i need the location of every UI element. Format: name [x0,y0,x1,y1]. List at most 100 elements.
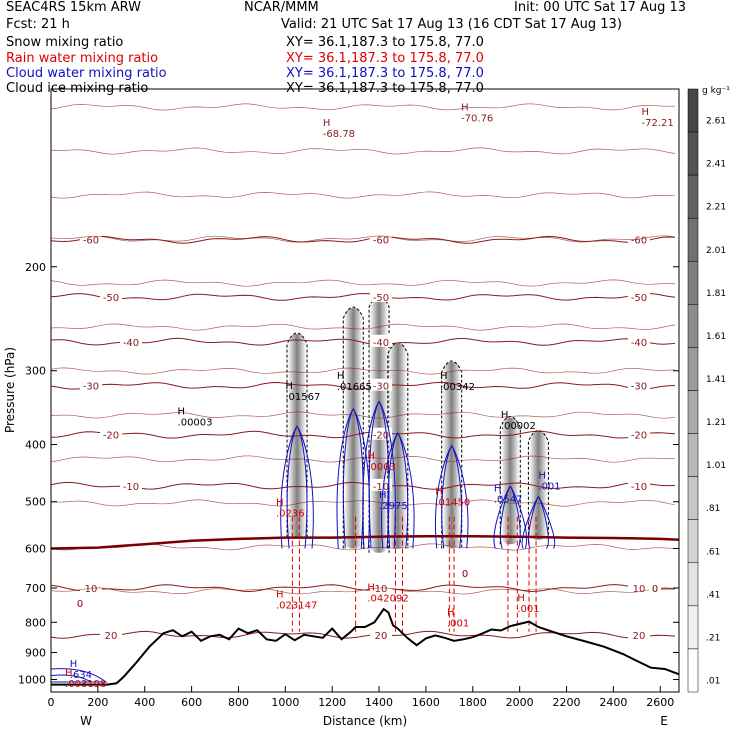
extremum-value: .023147 [276,600,317,611]
isotherm-label-bg [80,232,102,245]
colorbar-tick-label: .81 [706,504,720,514]
extremum-value: .00002 [501,421,536,432]
extremum-marker: H [276,498,284,509]
colorbar-tick-label: 1.61 [706,332,726,342]
cloud-ice-contour [342,306,364,549]
extremum-marker: H [494,484,502,495]
colorbar-swatch [687,304,699,348]
extremum-marker: H [461,102,469,113]
colorbar-tick-label: 1.81 [706,289,726,299]
freezing-level-label: 0 [77,599,83,610]
extremum-value: .00342 [440,382,475,393]
colorbar-swatch [687,476,699,520]
isotherm-label-bg [628,427,650,440]
x-tick-label: 200 [87,696,108,709]
colorbar-tick-label: .01 [706,676,720,686]
isotherm-label-bg [370,627,392,640]
extremum-marker: H [501,410,509,421]
plot-frame [50,88,680,693]
isotherm-label: -40 [631,338,647,349]
y-axis-label: Pressure (hPa) [3,347,17,433]
isotherm-label: -20 [631,431,647,442]
x-axis-label: Distance (km) [323,714,407,728]
extremum-value: .0547 [494,495,523,506]
extremum-value: .0003 [367,462,396,473]
valid-time: Valid: 21 UTC Sat 17 Aug 13 (16 CDT Sat … [281,17,622,32]
cloud-water-contour [362,400,396,549]
isotherm-label-bg [628,581,650,594]
cloud-water-contour-low [50,668,108,683]
isotherm-line-minor [50,191,676,199]
x-tick-label: 400 [134,696,155,709]
extremum-marker: H [642,107,650,118]
cloud-water-contour [381,432,415,549]
snow-column [388,343,407,549]
isotherm-line-minor [50,587,676,595]
isotherm-line-minor [50,411,676,419]
x-tick-label: 1800 [459,696,487,709]
isotherm-label-bg [628,627,650,640]
y-tick-label: 1000 [18,673,46,686]
field-name-rain: Rain water mixing ratio [6,51,159,66]
model-title: SEAC4RS 15km ARW [6,0,142,15]
isotherm-label-bg [628,378,650,391]
isotherm-label: -20 [103,431,119,442]
snow-column [344,308,363,549]
colorbar: 2.61 2.41 2.21 2.01 1.81 1.61 1.41 1.21 1.01 .81.… [687,88,726,693]
y-tick-label: 800 [25,616,46,629]
isotherm-label: -60 [373,236,389,247]
extremum-marker: H [276,589,284,600]
colorbar-tick-label: 2.61 [706,117,726,127]
y-tick-label: 900 [25,646,46,659]
colorbar-swatch [687,174,699,219]
isotherm-label-bg [370,334,392,347]
extremum-value: -72.21 [642,118,674,129]
extremum-marker: H [65,668,73,679]
terrain-line [51,607,680,686]
isotherm-line [50,337,676,346]
cloud-water-layer [50,400,556,683]
extremum-value: .0236 [276,509,305,520]
isotherm-line [50,584,676,593]
x-tick-label: 600 [181,696,202,709]
colorbar-swatch [687,217,699,262]
y-tick-label: 700 [25,582,46,595]
x-end-label-east: E [660,714,668,728]
x-tick-label: 2400 [599,696,627,709]
colorbar-swatch [687,605,699,650]
colorbar-tick-label: .41 [706,590,720,600]
isotherm-label: 20 [633,631,646,642]
isotherm-line [50,381,676,390]
extremum-value: .01567 [285,392,320,403]
isotherm-label-bg [100,289,122,302]
isotherm-label: -60 [631,236,647,247]
extremum-marker: H [323,118,331,129]
field-xy-rain: XY= 36.1,187.3 to 175.8, 77.0 [286,51,484,66]
isotherm-label: -10 [373,482,389,493]
isotherm-label: 20 [375,631,388,642]
rain-shafts-layer [291,516,537,632]
isotherm-line-minor [50,455,676,463]
extremum-marker: H [435,486,443,497]
x-tick-label: 2200 [553,696,581,709]
colorbar-swatch [687,562,699,607]
isotherm-label-bg [628,334,650,347]
isotherm-label-bg [80,581,102,594]
isotherm-label: -40 [123,338,139,349]
isotherm-label: -50 [631,293,647,304]
colorbar-tick-label: 1.01 [706,461,726,471]
isotherm-label-bg [120,334,142,347]
extremum-marker: H [70,659,78,670]
extremum-value: .042092 [367,594,408,605]
cloud-water-contour-low [50,674,92,683]
extremum-value: .2975 [379,501,408,512]
extrema-labels-layer: H-68.78H-70.76H-72.21H.00003H.01567H.016… [65,102,674,689]
y-tick-label: 500 [25,496,46,509]
y-tick-label: 300 [25,365,46,378]
extremum-value: .001 [538,482,560,493]
x-tick-label: 1600 [412,696,440,709]
extremum-marker: H [367,451,375,462]
cloud-ice-contour [441,360,463,549]
terrain-layer [51,607,680,686]
colorbar-tick-label: 1.21 [706,418,726,428]
